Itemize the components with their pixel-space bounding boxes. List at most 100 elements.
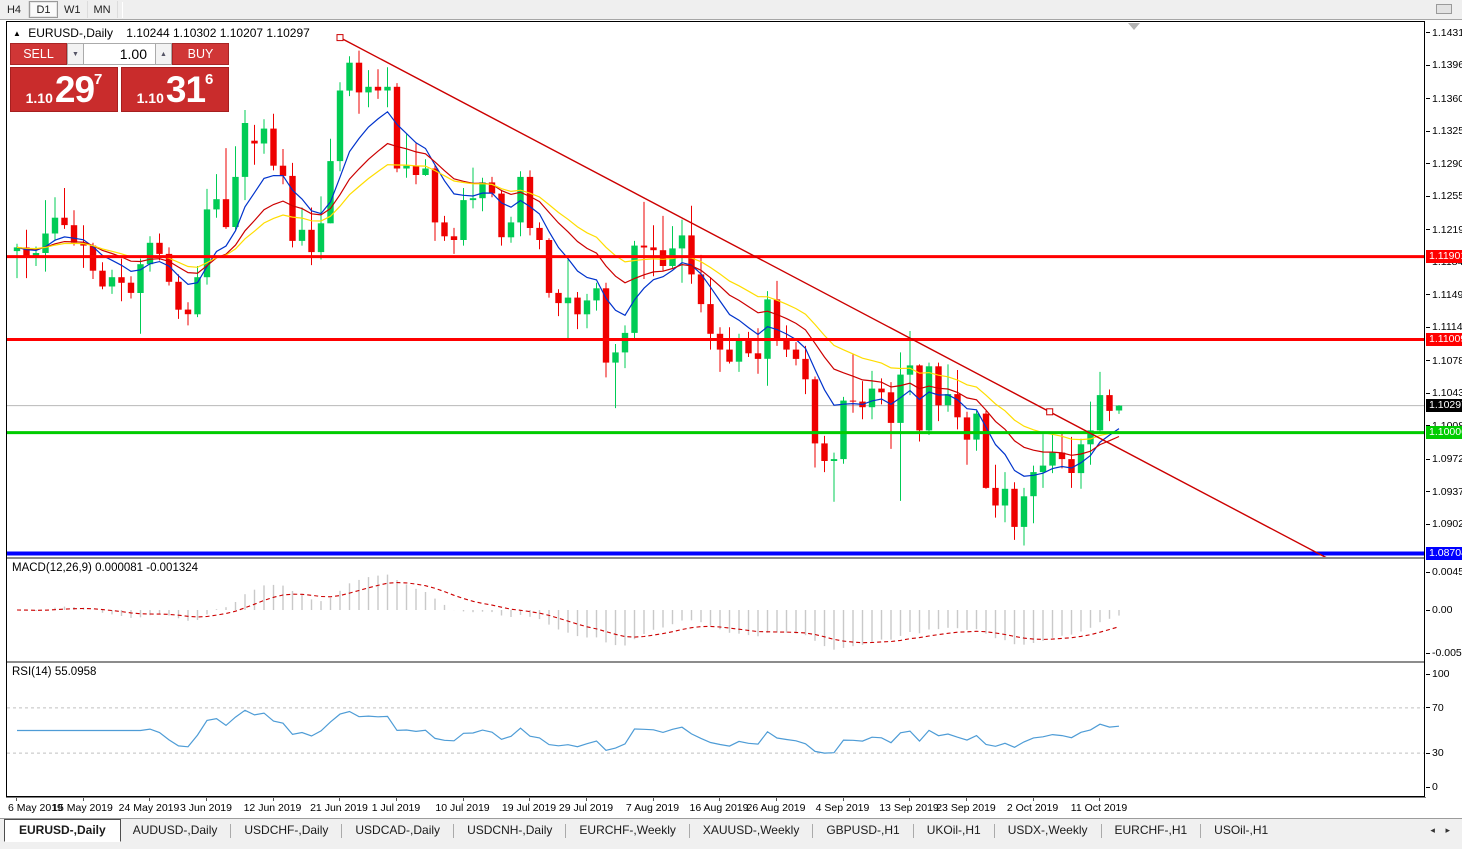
date-tick xyxy=(462,798,464,801)
window-controls-icon[interactable] xyxy=(1436,4,1452,14)
trendline[interactable] xyxy=(339,36,1424,557)
tab-separator xyxy=(812,824,814,838)
date-tick xyxy=(16,798,17,801)
price-tick-1.09720-tick xyxy=(1426,458,1430,460)
price-tick-1.10430-tick xyxy=(1426,392,1430,394)
tab-prev-icon[interactable]: ◂ xyxy=(1430,825,1439,835)
rsi-tick-0-tick xyxy=(1426,786,1430,788)
rsi-panel[interactable]: RSI(14) 55.0958 xyxy=(7,663,1424,796)
price-tick-1.14310: 1.14310 xyxy=(1432,26,1462,39)
macd-tick-0.004536: 0.004536 xyxy=(1432,566,1462,579)
price-tick-1.12550-tick xyxy=(1426,195,1430,197)
price-tick-1.12550: 1.12550 xyxy=(1432,190,1462,203)
rsi-chart xyxy=(7,707,1424,754)
price-tick-1.11490: 1.11490 xyxy=(1432,288,1462,301)
tab-eurusd-daily[interactable]: EURUSD-,Daily xyxy=(4,819,121,842)
tab-ukoil-h1[interactable]: UKOil-,H1 xyxy=(926,823,981,837)
date-label: 10 Jul 2019 xyxy=(435,802,490,814)
timeframe-d1-button[interactable]: D1 xyxy=(29,1,58,18)
date-label: 16 Aug 2019 xyxy=(689,802,749,814)
trendline-handle[interactable] xyxy=(1046,408,1054,416)
macd-tick-0.004536-tick xyxy=(1426,571,1430,573)
time-axis[interactable]: 6 May 2019 15 May 2019 24 May 2019 3 Jun 20… xyxy=(6,797,1426,818)
macd-panel[interactable]: MACD(12,26,9) 0.000081 -0.001324 xyxy=(7,559,1424,661)
date-tick xyxy=(529,798,530,801)
candles xyxy=(13,50,1123,546)
collapse-icon[interactable]: ▲ xyxy=(13,29,21,38)
price-tick-1.13960: 1.13960 xyxy=(1432,59,1462,72)
tab-usdchf-daily[interactable]: USDCHF-,Daily xyxy=(244,823,329,837)
chart-window: ▲ EURUSD-,Daily 1.10244 1.10302 1.10207 … xyxy=(6,21,1425,797)
price-axis[interactable]: 1.14310 1.13960 1.13600 1.13250 1.12900 1.125… xyxy=(1426,21,1462,797)
tab-audusd-daily[interactable]: AUDUSD-,Daily xyxy=(132,823,218,837)
rsi-tick-30: 30 xyxy=(1432,747,1444,760)
sell-price-box[interactable]: 1.10 29 7 xyxy=(10,67,118,112)
timeframe-mn-button[interactable]: MN xyxy=(88,1,118,18)
price-tick-1.13600: 1.13600 xyxy=(1432,92,1462,105)
date-label: 19 Jul 2019 xyxy=(501,802,557,814)
date-label: 7 Aug 2019 xyxy=(625,802,680,814)
price-label-1.10006: 1.10006 xyxy=(1426,426,1462,440)
panel-splitter[interactable] xyxy=(7,557,1424,559)
date-tick xyxy=(719,798,720,801)
tab-xauusd-weekly[interactable]: XAUUSD-,Weekly xyxy=(702,823,800,837)
date-tick xyxy=(1032,798,1034,801)
macd-tick-0.00: 0.00 xyxy=(1432,604,1453,616)
macd-label: MACD(12,26,9) 0.000081 -0.001324 xyxy=(12,562,199,574)
price-tick-1.09370: 1.09370 xyxy=(1432,485,1462,498)
tab-usdcnh-daily[interactable]: USDCNH-,Daily xyxy=(467,823,553,837)
price-tick-1.11490-tick xyxy=(1426,294,1430,296)
date-tick xyxy=(842,798,844,801)
tab-eurchf-h1[interactable]: EURCHF-,H1 xyxy=(1114,823,1188,837)
volume-increase-button[interactable]: ▲ xyxy=(155,43,172,65)
tab-usoil-h1[interactable]: USOil-,H1 xyxy=(1214,823,1269,837)
ma-16-line xyxy=(16,142,1120,456)
panel-splitter[interactable] xyxy=(7,661,1424,663)
price-tick-1.12900: 1.12900 xyxy=(1432,157,1462,170)
chart-shift-marker-icon[interactable] xyxy=(1128,23,1140,30)
tab-nav: ◂ ▸ xyxy=(1430,825,1454,836)
price-tick-1.12190-tick xyxy=(1426,229,1430,231)
price-tick-1.09020-tick xyxy=(1426,523,1430,525)
price-tick-1.10780: 1.10780 xyxy=(1432,354,1462,367)
tab-usdx-weekly[interactable]: USDX-,Weekly xyxy=(1007,823,1088,837)
timeframe-buttons: H4 D1 W1 MN xyxy=(0,1,118,18)
chart-symbol-label: EURUSD-,Daily xyxy=(28,26,113,40)
volume-decrease-button[interactable]: ▼ xyxy=(67,43,84,65)
tab-usdcad-daily[interactable]: USDCAD-,Daily xyxy=(355,823,441,837)
tab-eurchf-weekly[interactable]: EURCHF-,Weekly xyxy=(579,823,676,837)
price-label-1.08704: 1.08704 xyxy=(1426,546,1462,560)
date-label: 11 Oct 2019 xyxy=(1070,802,1128,814)
macd-chart xyxy=(16,574,1120,650)
price-label-1.10297: 1.10297 xyxy=(1426,399,1462,413)
date-label: 1 Jul 2019 xyxy=(371,802,421,814)
tab-separator xyxy=(1200,824,1202,838)
tab-gbpusd-h1[interactable]: GBPUSD-,H1 xyxy=(826,823,900,837)
price-tick-1.12190: 1.12190 xyxy=(1432,223,1462,236)
volume-input[interactable] xyxy=(84,43,155,65)
candlestick-chart[interactable] xyxy=(7,22,1424,557)
date-label: 2 Oct 2019 xyxy=(1006,802,1059,814)
buy-price-prefix: 1.10 xyxy=(136,90,164,106)
tab-next-icon[interactable]: ▸ xyxy=(1445,825,1454,835)
sell-button[interactable]: SELL xyxy=(10,43,67,65)
price-tick-1.11140: 1.11140 xyxy=(1432,321,1462,334)
sell-price-pip: 7 xyxy=(94,71,103,88)
chart-title: ▲ EURUSD-,Daily 1.10244 1.10302 1.10207 … xyxy=(13,26,310,40)
tab-separator xyxy=(565,824,567,838)
tab-separator xyxy=(912,824,914,838)
date-tick xyxy=(396,798,397,801)
timeframe-h4-button[interactable]: H4 xyxy=(0,1,29,18)
date-tick xyxy=(586,798,587,801)
price-tick-1.11140-tick xyxy=(1426,326,1430,328)
trendline-handle[interactable] xyxy=(336,34,344,42)
date-tick xyxy=(776,798,777,801)
buy-button[interactable]: BUY xyxy=(172,43,229,65)
buy-price-box[interactable]: 1.10 31 6 xyxy=(121,67,229,112)
ma-8-line xyxy=(16,110,1120,477)
price-label-1.11009: 1.11009 xyxy=(1426,332,1462,346)
price-chart-panel[interactable]: ▲ EURUSD-,Daily 1.10244 1.10302 1.10207 … xyxy=(7,22,1424,557)
sell-price-prefix: 1.10 xyxy=(25,90,53,106)
timeframe-w1-button[interactable]: W1 xyxy=(58,1,88,18)
